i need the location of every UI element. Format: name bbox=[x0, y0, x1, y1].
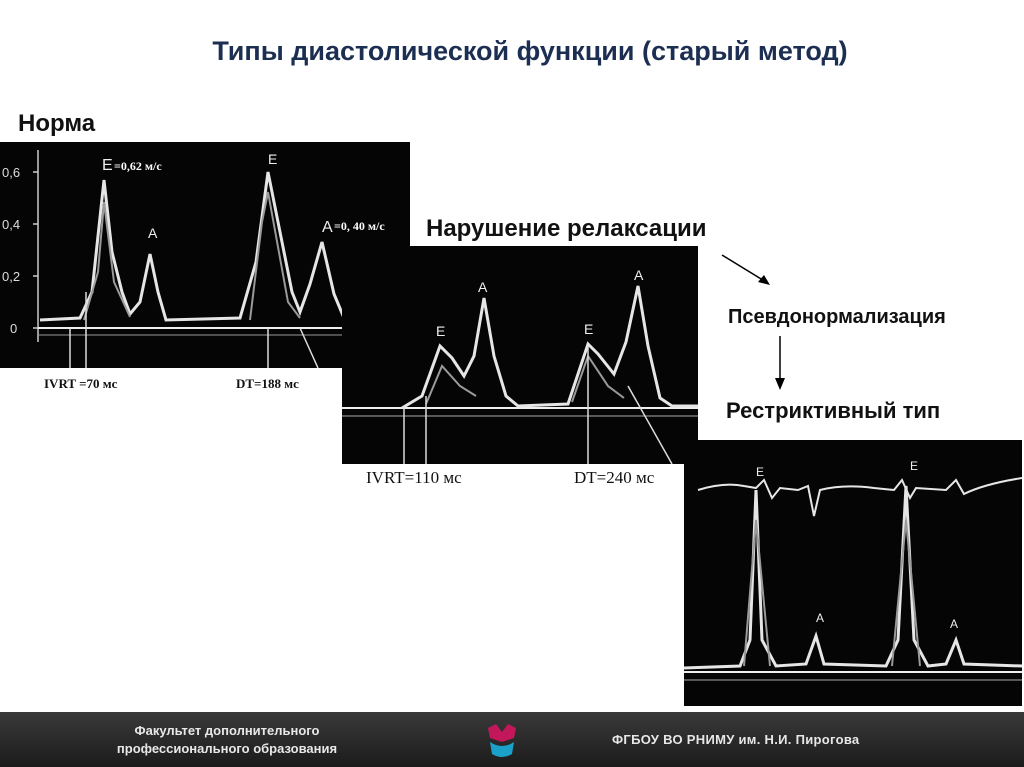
y-tick-02: 0,2 bbox=[2, 269, 20, 284]
peak-e-restrict-2: E bbox=[910, 459, 918, 473]
footer-faculty-line2: профессионального образования bbox=[116, 741, 338, 756]
peak-a-relax-2: A bbox=[634, 267, 644, 283]
footer-university: ФГБОУ ВО РНИМУ им. Н.И. Пирогова bbox=[612, 732, 860, 747]
peak-e-norm: E bbox=[102, 157, 113, 174]
label-pseudonormalization: Псевдонормализация bbox=[728, 306, 946, 328]
dt-relax: DT=240 мс bbox=[574, 468, 655, 487]
footer-faculty-line1: Факультет дополнительного bbox=[134, 723, 320, 738]
peak-e-relax-2: E bbox=[584, 321, 593, 337]
peak-e-restrict: E bbox=[756, 465, 764, 479]
dt-norm: DT=188 мс bbox=[236, 376, 299, 391]
e-value-norm: =0,62 м/с bbox=[114, 159, 162, 173]
footer-bar: Факультет дополнительного профессиональн… bbox=[0, 712, 1024, 767]
doppler-panel-restrictive: E A E A bbox=[684, 440, 1022, 706]
waveform-norm bbox=[39, 171, 410, 322]
y-tick-0: 0 bbox=[10, 321, 17, 336]
waveform-relaxation bbox=[401, 285, 698, 410]
peak-a-norm: A bbox=[148, 225, 158, 241]
footer-faculty: Факультет дополнительного профессиональн… bbox=[82, 722, 372, 758]
waveform-restrictive bbox=[684, 485, 1022, 670]
arrow-to-restrictive bbox=[775, 336, 785, 390]
y-tick-06: 0,6 bbox=[2, 165, 20, 180]
slide-title: Типы диастолической функции (старый мето… bbox=[212, 36, 848, 66]
peak-e-norm-2: E bbox=[268, 151, 277, 167]
doppler-panel-relaxation: E A E A bbox=[342, 246, 698, 464]
ivrt-relax: IVRT=110 мс bbox=[366, 468, 462, 487]
doppler-panel-norm: 0,6 0,4 0,2 0 E =0,62 м/с A E A =0, 40 м… bbox=[0, 142, 410, 368]
ivrt-norm: IVRT =70 мс bbox=[44, 376, 118, 391]
peak-a-norm-2: A bbox=[322, 219, 333, 236]
peak-a-restrict-2: A bbox=[950, 617, 958, 631]
y-tick-04: 0,4 bbox=[2, 217, 20, 232]
a-value-norm: =0, 40 м/с bbox=[334, 219, 385, 233]
peak-a-relax: A bbox=[478, 279, 488, 295]
peak-a-restrict: A bbox=[816, 611, 824, 625]
peak-e-relax: E bbox=[436, 323, 445, 339]
label-norm: Норма bbox=[18, 110, 96, 137]
arrow-to-pseudo bbox=[721, 254, 770, 285]
university-logo-icon bbox=[488, 724, 516, 757]
ecg-trace bbox=[697, 477, 1022, 517]
label-restrictive: Рестриктивный тип bbox=[726, 398, 941, 423]
label-relaxation: Нарушение релаксации bbox=[426, 215, 707, 242]
